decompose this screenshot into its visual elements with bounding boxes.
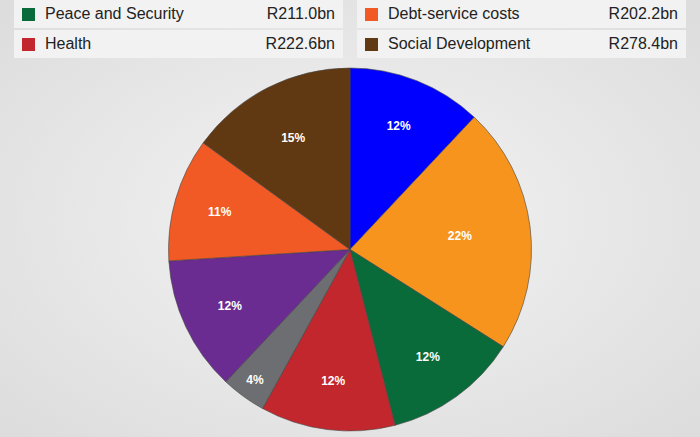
svg-text:12%: 12% <box>218 299 242 313</box>
svg-text:4%: 4% <box>246 373 264 387</box>
svg-text:15%: 15% <box>281 131 305 145</box>
svg-text:12%: 12% <box>416 350 440 364</box>
html-text:R211.0bn: R211.0bn <box>266 5 335 22</box>
html-text:R202.2bn: R202.2bn <box>608 5 678 22</box>
html-text:Social Development: Social Development <box>388 35 531 52</box>
html-text:Health: Health <box>45 35 92 52</box>
html-text:Debt-service costs: Debt-service costs <box>388 5 520 22</box>
html-text:R278.4bn: R278.4bn <box>608 35 678 52</box>
html-text:Peace and Security: Peace and Security <box>45 5 184 22</box>
svg-text:12%: 12% <box>321 374 345 388</box>
svg-text:22%: 22% <box>448 229 472 243</box>
svg-text:11%: 11% <box>208 205 232 219</box>
svg-text:12%: 12% <box>387 119 411 133</box>
html-text:R222.6bn: R222.6bn <box>265 35 335 52</box>
